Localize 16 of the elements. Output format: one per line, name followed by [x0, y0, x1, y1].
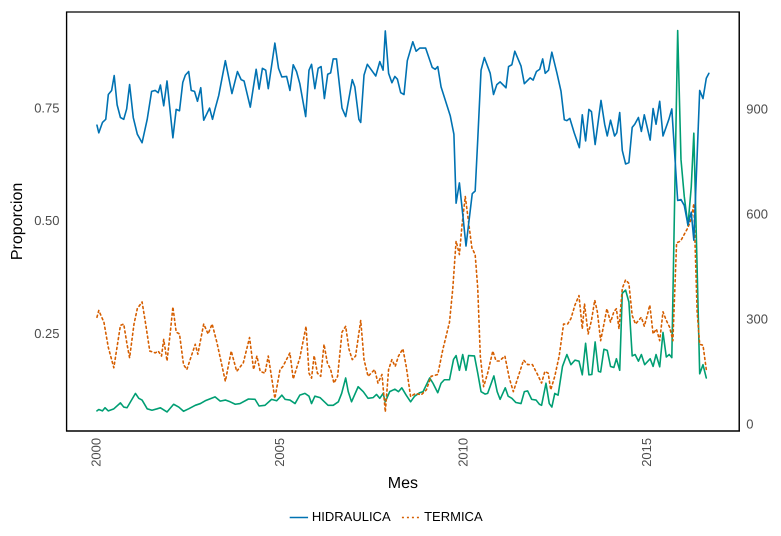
y2-tick-label: 0: [746, 416, 754, 432]
legend-label: HIDRAULICA: [312, 509, 391, 524]
legend-label: TERMICA: [424, 509, 483, 524]
y-tick-label: 0.25: [34, 326, 60, 341]
x-axis-title: Mes: [388, 474, 418, 492]
y2-tick-label: 600: [746, 206, 768, 222]
y2-tick-label: 300: [746, 311, 768, 326]
y-tick-label: 0.75: [34, 100, 60, 116]
x-tick-label: 2015: [638, 438, 654, 467]
x-tick-label: 2000: [88, 438, 104, 467]
x-tick-label: 2010: [455, 438, 470, 467]
y2-tick-label: 900: [746, 101, 768, 116]
y-tick-label: 0.50: [34, 213, 60, 228]
line-series: [96, 196, 710, 413]
y-axis-title: Proporcion: [9, 182, 26, 260]
x-tick-label: 2005: [272, 438, 287, 467]
